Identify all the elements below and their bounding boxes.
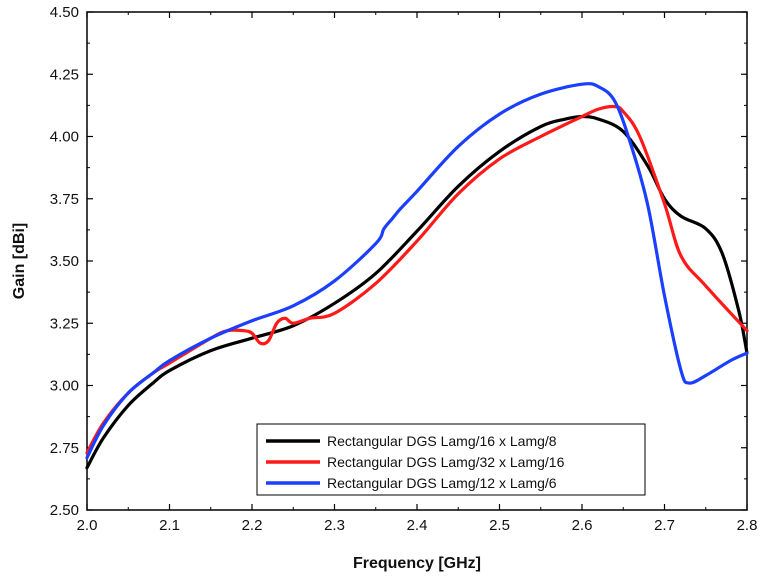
legend-items: Rectangular DGS Lamg/16 x Lamg/8 Rectangu… (266, 433, 565, 491)
axis-ticks: 2.0 2.1 2.2 2.3 2.4 2.5 2.6 2.7 2.8 2.50 2.75 3.00 3… (50, 4, 758, 534)
legend-label-2: Rectangular DGS Lamg/32 x Lamg/16 (327, 454, 565, 470)
y-tick-label: 3.50 (50, 253, 79, 270)
legend-label-3: Rectangular DGS Lamg/12 x Lamg/6 (327, 475, 557, 491)
x-tick-label: 2.0 (77, 517, 98, 534)
series-line-3 (85, 82, 749, 460)
legend-box (256, 423, 646, 496)
x-tick-label: 2.7 (654, 517, 675, 534)
y-tick-label: 4.00 (50, 129, 79, 146)
series-line-2 (85, 104, 749, 455)
x-tick-label: 2.2 (242, 517, 263, 534)
series-layer (85, 82, 749, 470)
legend: Rectangular DGS Lamg/16 x Lamg/8 Rectangu… (256, 423, 646, 496)
y-tick-label: 4.50 (50, 4, 79, 21)
y-tick-label: 3.75 (50, 191, 79, 208)
y-tick-label: 2.50 (50, 502, 79, 519)
x-tick-label: 2.4 (407, 517, 428, 534)
y-axis-title: Gain [dBi] (11, 223, 28, 299)
x-tick-label: 2.3 (324, 517, 345, 534)
x-tick-label: 2.1 (159, 517, 180, 534)
x-axis-title: Frequency [GHz] (353, 555, 481, 572)
y-tick-label: 4.25 (50, 66, 79, 83)
y-tick-label: 3.00 (50, 378, 79, 395)
y-tick-label: 3.25 (50, 315, 79, 332)
x-tick-label: 2.8 (737, 517, 758, 534)
legend-label-1: Rectangular DGS Lamg/16 x Lamg/8 (327, 433, 557, 449)
y-tick-label: 2.75 (50, 440, 79, 457)
x-tick-label: 2.5 (489, 517, 510, 534)
series-line-1 (85, 114, 749, 470)
x-tick-label: 2.6 (572, 517, 593, 534)
